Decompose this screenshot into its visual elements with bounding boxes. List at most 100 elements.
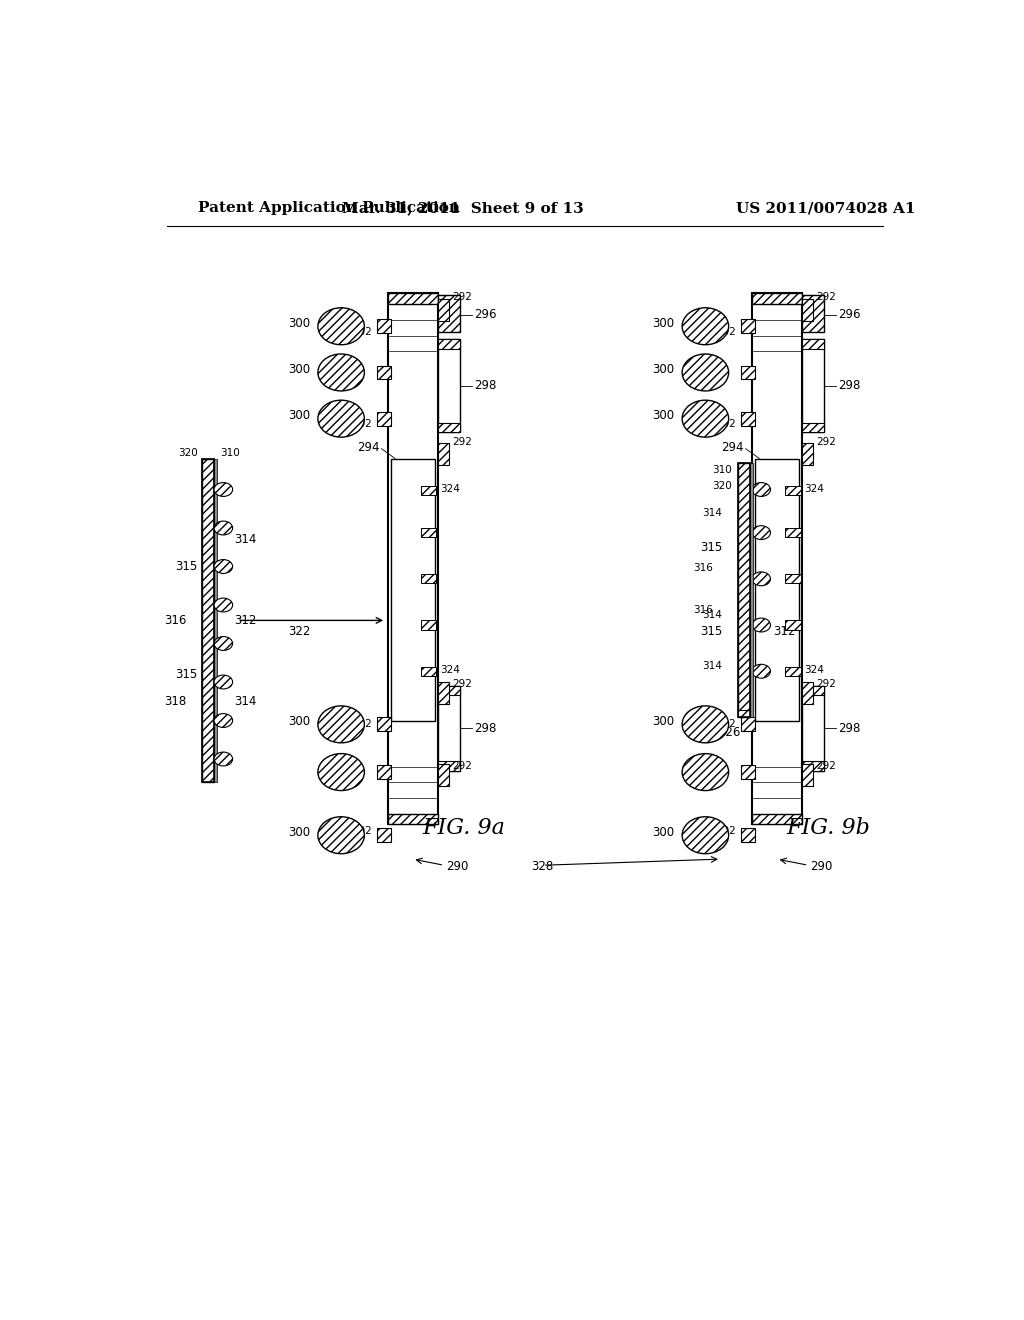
Bar <box>751 462 754 717</box>
Text: 294: 294 <box>722 441 744 454</box>
Text: 292: 292 <box>452 760 472 771</box>
Text: 316: 316 <box>164 614 186 627</box>
Text: 324: 324 <box>440 665 460 675</box>
Text: 312: 312 <box>234 614 257 627</box>
Text: 298: 298 <box>838 379 860 392</box>
Text: 302: 302 <box>717 826 736 837</box>
Bar <box>377 829 391 842</box>
Ellipse shape <box>752 572 770 586</box>
Bar <box>202 459 214 781</box>
Text: 290: 290 <box>810 861 833 874</box>
Text: FIG. 9a: FIG. 9a <box>423 817 506 840</box>
Bar <box>785 667 801 676</box>
Bar <box>741 829 755 842</box>
Ellipse shape <box>752 483 770 496</box>
Ellipse shape <box>682 308 729 345</box>
Text: 292: 292 <box>816 292 836 302</box>
Bar <box>802 422 824 432</box>
Text: 314: 314 <box>234 694 257 708</box>
Bar <box>741 412 755 425</box>
Text: 290: 290 <box>445 861 468 874</box>
Ellipse shape <box>214 752 232 766</box>
Bar <box>377 319 391 333</box>
Bar <box>421 486 436 495</box>
Bar <box>802 444 813 465</box>
Text: 292: 292 <box>816 678 836 689</box>
Text: 324: 324 <box>440 483 460 494</box>
Text: 300: 300 <box>288 714 310 727</box>
Bar <box>438 686 460 696</box>
Text: 294: 294 <box>357 441 380 454</box>
Text: 314: 314 <box>702 661 722 671</box>
Text: 310: 310 <box>220 447 240 458</box>
Text: 326: 326 <box>718 726 740 739</box>
Bar <box>438 444 449 465</box>
Bar <box>391 459 435 721</box>
Bar <box>802 300 813 321</box>
Text: 300: 300 <box>652 825 675 838</box>
Bar <box>214 459 217 781</box>
Ellipse shape <box>682 754 729 791</box>
Text: 292: 292 <box>452 437 472 446</box>
Ellipse shape <box>214 598 232 612</box>
Ellipse shape <box>752 664 770 678</box>
Ellipse shape <box>317 354 365 391</box>
Text: 324: 324 <box>805 483 824 494</box>
Text: 318: 318 <box>164 694 186 708</box>
Text: 302: 302 <box>352 326 372 337</box>
Text: 302: 302 <box>352 719 372 730</box>
Bar <box>377 412 391 425</box>
Text: 302: 302 <box>717 326 736 337</box>
Text: 300: 300 <box>652 363 675 376</box>
Bar <box>741 718 755 731</box>
Bar <box>741 319 755 333</box>
Bar <box>752 813 802 825</box>
Bar <box>802 682 813 704</box>
Text: 292: 292 <box>816 760 836 771</box>
Bar <box>752 293 802 825</box>
Text: 298: 298 <box>474 379 496 392</box>
Bar <box>438 294 460 331</box>
Text: 310: 310 <box>712 465 732 475</box>
Bar <box>438 300 449 321</box>
Text: 292: 292 <box>452 678 472 689</box>
Text: 320: 320 <box>712 480 732 491</box>
Ellipse shape <box>317 754 365 791</box>
Bar <box>802 294 824 331</box>
Bar <box>438 422 460 432</box>
Text: 300: 300 <box>652 714 675 727</box>
Bar <box>741 766 755 779</box>
Text: 300: 300 <box>288 825 310 838</box>
Bar <box>421 528 436 537</box>
Bar <box>755 459 799 721</box>
Ellipse shape <box>214 521 232 535</box>
Text: Mar. 31, 2011  Sheet 9 of 13: Mar. 31, 2011 Sheet 9 of 13 <box>342 202 584 215</box>
Text: 328: 328 <box>531 861 553 874</box>
Bar <box>421 667 436 676</box>
Text: FIG. 9b: FIG. 9b <box>786 817 870 840</box>
Text: 324: 324 <box>805 665 824 675</box>
Bar <box>438 686 460 771</box>
Ellipse shape <box>682 354 729 391</box>
Text: 315: 315 <box>175 560 198 573</box>
Bar <box>738 710 751 717</box>
Bar <box>802 339 824 348</box>
Bar <box>377 718 391 731</box>
Bar <box>377 366 391 379</box>
Ellipse shape <box>682 400 729 437</box>
Ellipse shape <box>317 308 365 345</box>
Text: 300: 300 <box>652 317 675 330</box>
Bar <box>802 764 813 785</box>
Bar <box>802 686 824 771</box>
Ellipse shape <box>214 560 232 573</box>
Bar <box>388 813 438 825</box>
Bar <box>738 462 751 717</box>
Ellipse shape <box>752 525 770 540</box>
Text: 315: 315 <box>175 668 198 681</box>
Ellipse shape <box>317 817 365 854</box>
Text: Patent Application Publication: Patent Application Publication <box>198 202 460 215</box>
Bar <box>202 459 214 781</box>
Bar <box>438 682 449 704</box>
Text: 300: 300 <box>288 363 310 376</box>
Text: 296: 296 <box>474 308 497 321</box>
